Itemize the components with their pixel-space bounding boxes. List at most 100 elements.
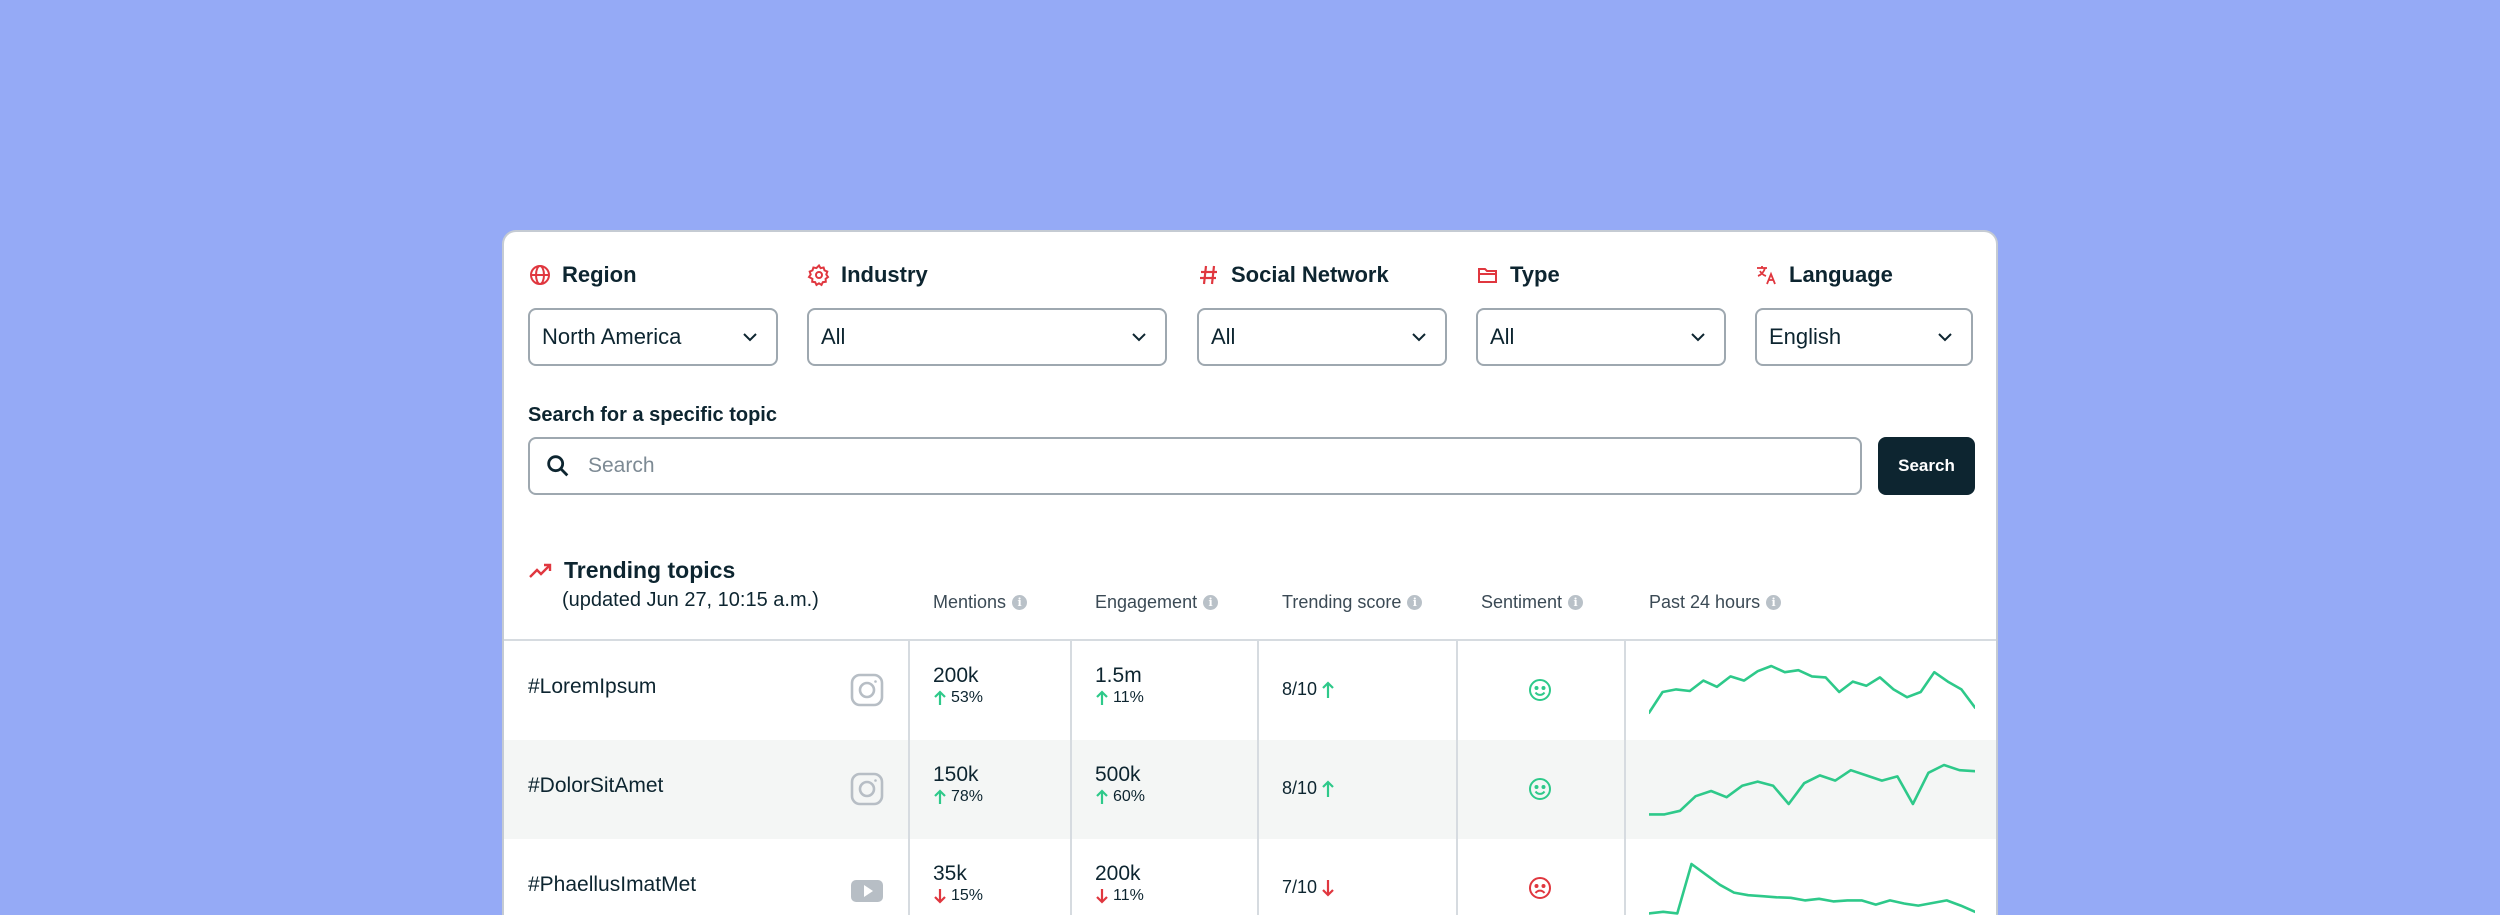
- search-label: Search for a specific topic: [528, 404, 777, 426]
- trending-score-value: 7/10: [1282, 877, 1318, 897]
- trending-score-value: 8/10: [1282, 679, 1318, 699]
- topic-name[interactable]: #PhaellusImatMet: [528, 873, 697, 896]
- col-trending-score: Trending score i: [1282, 592, 1423, 613]
- col-sentiment: Sentiment i: [1481, 592, 1584, 613]
- type-value: All: [1490, 324, 1515, 349]
- col-mentions-label: Mentions: [933, 592, 1007, 612]
- trending-score-value: 8/10: [1282, 778, 1318, 798]
- engagement-cell: 1.5m 11%: [1095, 664, 1144, 707]
- engagement-cell: 200k 11%: [1095, 862, 1144, 905]
- trending-title-text: Trending topics: [564, 557, 736, 583]
- column-divider: [908, 641, 910, 915]
- smile-icon: [1529, 679, 1551, 701]
- arrow-up-icon: [1096, 690, 1108, 705]
- trending-title: Trending topics: [528, 557, 735, 584]
- mentions-change: 15%: [951, 887, 984, 904]
- col-sentiment-label: Sentiment: [1481, 592, 1563, 612]
- trending-up-icon: [529, 563, 552, 578]
- search-icon: [547, 455, 569, 477]
- info-icon[interactable]: i: [1766, 595, 1782, 610]
- chevron-down-icon: [1132, 333, 1146, 342]
- type-label: Type: [1510, 262, 1560, 287]
- search-field[interactable]: [528, 437, 1862, 495]
- smile-icon: [1529, 778, 1551, 800]
- arrow-up-icon: [934, 690, 946, 705]
- engagement-value: 500k: [1095, 763, 1141, 786]
- col-past-24h-label: Past 24 hours: [1649, 592, 1761, 612]
- instagram-icon: [850, 673, 884, 707]
- region-select[interactable]: North America: [528, 308, 778, 366]
- table-row[interactable]: [504, 740, 1996, 839]
- column-divider: [1070, 641, 1072, 915]
- mentions-cell: 35k 15%: [933, 862, 983, 905]
- chevron-down-icon: [1691, 333, 1705, 342]
- language-filter: Language English: [1755, 260, 1973, 366]
- arrow-down-icon: [1322, 879, 1334, 897]
- mentions-cell: 150k 78%: [933, 763, 983, 806]
- topic-name[interactable]: #LoremIpsum: [528, 675, 657, 698]
- mentions-change: 78%: [951, 788, 984, 805]
- instagram-icon: [850, 772, 884, 806]
- arrow-down-icon: [1096, 889, 1108, 904]
- col-engagement: Engagement i: [1095, 592, 1219, 613]
- type-filter: Type All: [1476, 260, 1726, 366]
- arrow-up-icon: [934, 789, 946, 804]
- search-input[interactable]: [588, 454, 1788, 478]
- chevron-down-icon: [1938, 333, 1952, 342]
- social-network-filter: Social Network All: [1197, 260, 1447, 366]
- trending-topics-panel: Region North America Industry All Social…: [502, 230, 1998, 915]
- info-icon[interactable]: i: [1203, 595, 1219, 610]
- social-network-select[interactable]: All: [1197, 308, 1447, 366]
- mentions-cell: 200k 53%: [933, 664, 983, 707]
- topic-name[interactable]: #DolorSitAmet: [528, 774, 664, 797]
- col-trending-score-label: Trending score: [1282, 592, 1402, 612]
- engagement-change: 11%: [1113, 689, 1144, 706]
- industry-label: Industry: [841, 262, 928, 287]
- arrow-up-icon: [1322, 779, 1334, 797]
- mentions-value: 200k: [933, 664, 979, 687]
- industry-select[interactable]: All: [807, 308, 1167, 366]
- language-select[interactable]: English: [1755, 308, 1973, 366]
- info-icon[interactable]: i: [1012, 595, 1028, 610]
- gear-icon: [807, 263, 830, 287]
- youtube-icon: [851, 880, 883, 902]
- col-mentions: Mentions i: [933, 592, 1028, 613]
- sparkline-chart: [1649, 664, 1975, 715]
- trending-score-cell: 8/10: [1282, 778, 1335, 799]
- region-filter: Region North America: [528, 260, 778, 366]
- hash-icon: [1200, 265, 1217, 285]
- chevron-down-icon: [1412, 333, 1426, 342]
- arrow-up-icon: [1096, 789, 1108, 804]
- arrow-up-icon: [1322, 680, 1334, 698]
- sad-face-icon: [1529, 877, 1551, 899]
- sparkline-chart: [1649, 763, 1975, 816]
- mentions-change: 53%: [951, 689, 984, 706]
- search-button[interactable]: Search: [1878, 437, 1975, 495]
- engagement-change: 60%: [1113, 788, 1146, 805]
- engagement-cell: 500k 60%: [1095, 763, 1145, 806]
- region-value: North America: [542, 324, 682, 349]
- engagement-value: 1.5m: [1095, 664, 1142, 687]
- language-label: Language: [1789, 262, 1893, 287]
- info-icon[interactable]: i: [1568, 595, 1584, 610]
- engagement-value: 200k: [1095, 862, 1141, 885]
- social-network-label: Social Network: [1231, 262, 1389, 287]
- info-icon[interactable]: i: [1407, 595, 1423, 610]
- column-divider: [1624, 641, 1626, 915]
- col-past-24h: Past 24 hours i: [1649, 592, 1782, 613]
- mentions-value: 150k: [933, 763, 979, 786]
- translate-icon: [1757, 266, 1776, 285]
- table-divider: [504, 639, 1996, 641]
- chevron-down-icon: [743, 333, 757, 342]
- folder-icon: [1478, 268, 1497, 283]
- trending-score-cell: 7/10: [1282, 877, 1335, 898]
- globe-icon: [530, 265, 550, 285]
- industry-filter: Industry All: [807, 260, 1167, 366]
- column-divider: [1456, 641, 1458, 915]
- type-select[interactable]: All: [1476, 308, 1726, 366]
- mentions-value: 35k: [933, 862, 967, 885]
- industry-value: All: [821, 324, 846, 349]
- arrow-down-icon: [934, 889, 946, 904]
- language-value: English: [1769, 324, 1842, 349]
- trending-updated: (updated Jun 27, 10:15 a.m.): [562, 589, 819, 611]
